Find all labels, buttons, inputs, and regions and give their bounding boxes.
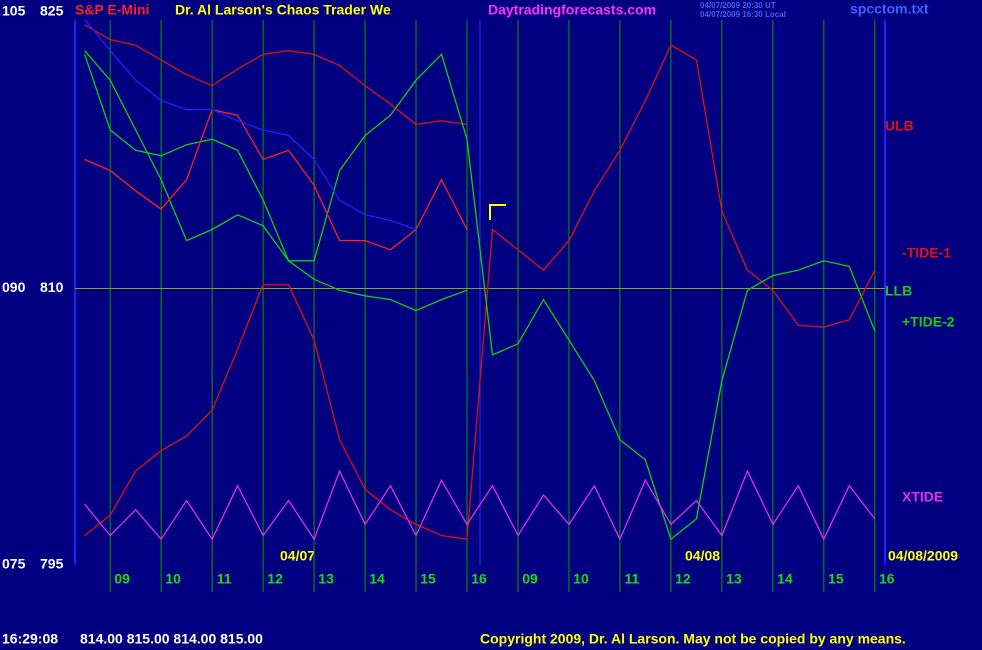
- x-tick-label: 12: [675, 571, 691, 587]
- x-tick-label: 16: [471, 571, 487, 587]
- legend-label: +TIDE-2: [902, 314, 955, 330]
- y-tick-label: 795: [40, 556, 64, 572]
- site: Daytradingforecasts.com: [488, 2, 656, 18]
- series-line: [84, 469, 876, 541]
- x-tick-label: 13: [318, 571, 334, 587]
- series-line: [84, 108, 468, 251]
- y2-tick-label: 090: [2, 279, 26, 295]
- y-tick-label: 825: [40, 3, 64, 19]
- time-ut: 04/07/2009 20:30 UT: [700, 1, 776, 10]
- date-label: 04/07: [280, 548, 315, 564]
- x-tick-label: 09: [522, 571, 538, 587]
- copyright: Copyright 2009, Dr. Al Larson. May not b…: [480, 631, 906, 647]
- status-quote: 814.00 815.00 814.00 815.00: [80, 631, 263, 647]
- series-line: [84, 50, 468, 312]
- legend-label: -TIDE-1: [902, 245, 951, 261]
- x-tick-label: 15: [420, 571, 436, 587]
- legend-label: ULB: [885, 118, 914, 134]
- y2-tick-label: 075: [2, 556, 26, 572]
- x-tick-label: 10: [165, 571, 181, 587]
- legend-label: LLB: [885, 283, 912, 299]
- series-line: [84, 53, 876, 541]
- x-tick-label: 14: [369, 571, 385, 587]
- marker: [489, 204, 506, 220]
- series-line: [84, 24, 468, 126]
- x-tick-label: 12: [267, 571, 283, 587]
- x-tick-label: 09: [114, 571, 130, 587]
- time-local: 04/07/2009 16:30 Local: [700, 10, 786, 19]
- x-tick-label: 16: [879, 571, 895, 587]
- x-tick-label: 13: [726, 571, 742, 587]
- instrument: S&P E-Mini: [75, 2, 149, 18]
- date-label: 04/08: [685, 548, 720, 564]
- x-tick-label: 11: [217, 571, 232, 587]
- y2-tick-label: 105: [2, 3, 26, 19]
- title: Dr. Al Larson's Chaos Trader We: [175, 2, 391, 18]
- x-tick-label: 14: [777, 571, 793, 587]
- legend-label: XTIDE: [902, 489, 943, 505]
- x-tick-label: 10: [573, 571, 589, 587]
- status-time: 16:29:08: [2, 631, 58, 647]
- y-tick-label: 810: [40, 279, 64, 295]
- series-line: [84, 44, 876, 540]
- file: spcctom.txt: [850, 1, 929, 17]
- series-line: [84, 18, 417, 231]
- x-tick-label: 15: [828, 571, 844, 587]
- date-label: 04/08/2009: [888, 548, 958, 564]
- x-tick-label: 11: [625, 571, 640, 587]
